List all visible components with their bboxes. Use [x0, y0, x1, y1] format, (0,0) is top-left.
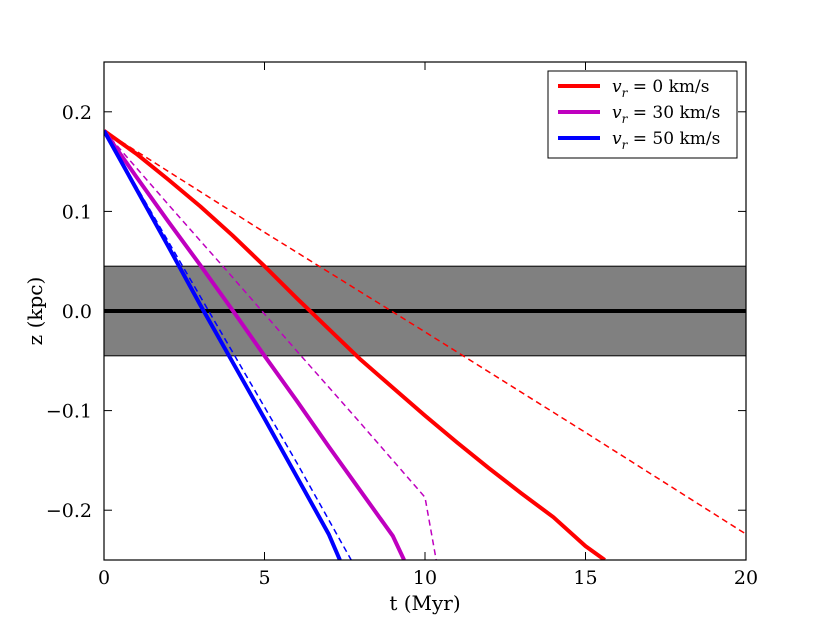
x-axis-label: t (Myr) — [389, 591, 460, 615]
legend-subscript: r — [622, 112, 629, 126]
y-axis-label: z (kpc) — [23, 277, 47, 346]
x-tick-label: 20 — [734, 567, 758, 589]
y-tick-label: 0.1 — [62, 201, 92, 223]
y-tick-label: 0.2 — [62, 102, 92, 124]
legend-symbol: v — [612, 103, 622, 123]
x-tick-label: 0 — [98, 567, 110, 589]
legend-value: = 0 km/s — [627, 77, 709, 97]
series-0-solid-line — [104, 129, 606, 560]
x-tick-label: 5 — [258, 567, 270, 589]
legend-symbol: v — [612, 129, 622, 149]
series-1-dashed-line — [104, 130, 437, 560]
series-1-solid-line — [104, 129, 406, 560]
legend-symbol: v — [612, 77, 622, 97]
x-tick-labels: 0 5 10 15 20 — [98, 567, 758, 589]
series-2-solid-line — [104, 129, 342, 560]
legend: vr = 0 km/svr = 30 km/svr = 50 km/s — [547, 70, 738, 159]
legend-value: = 30 km/s — [627, 103, 720, 123]
y-tick-labels: 0.2 0.1 0.0 −0.1 −0.2 — [46, 102, 92, 522]
y-tick-label: −0.1 — [46, 401, 92, 423]
axis-ticks — [103, 62, 747, 560]
series-0-dashed-line — [104, 130, 746, 535]
y-tick-label: 0.0 — [62, 301, 92, 323]
legend-subscript: r — [622, 138, 629, 152]
legend-label-0: vr = 0 km/s — [612, 77, 710, 100]
legend-label-2: vr = 50 km/s — [612, 129, 720, 152]
legend-label-1: vr = 30 km/s — [612, 103, 720, 126]
legend-subscript: r — [622, 86, 629, 100]
x-tick-label: 10 — [413, 567, 437, 589]
plot-area — [104, 129, 746, 560]
legend-value: = 50 km/s — [627, 129, 720, 149]
y-tick-label: −0.2 — [46, 500, 92, 522]
x-tick-label: 15 — [573, 567, 597, 589]
